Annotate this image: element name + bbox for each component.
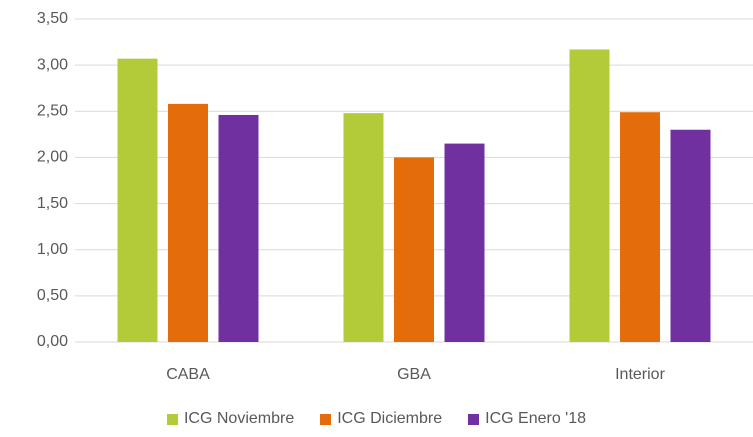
- bar: [343, 113, 384, 342]
- legend-label: ICG Enero '18: [485, 410, 587, 427]
- legend: ICG Noviembre ICG Diciembre ICG Enero '18: [0, 410, 753, 428]
- y-tick-label: 3,00: [37, 56, 68, 73]
- bar: [218, 114, 259, 342]
- bar: [569, 49, 610, 342]
- x-tick-label: CABA: [166, 366, 210, 383]
- legend-label: ICG Noviembre: [183, 410, 295, 427]
- legend-item: ICG Enero '18: [468, 410, 586, 428]
- bar: [117, 58, 158, 342]
- x-tick-label: Interior: [615, 366, 665, 383]
- legend-item: ICG Diciembre: [320, 410, 442, 428]
- legend-swatch: [468, 413, 480, 425]
- legend-swatch: [166, 413, 178, 425]
- bar: [394, 157, 434, 342]
- y-tick-label: 1,50: [37, 195, 68, 212]
- legend-label: ICG Diciembre: [337, 410, 443, 427]
- chart: 0,00 0,50 1,00 1,50 2,00 2,50 3,00 3,50 CABA GBA I…: [37, 10, 753, 383]
- bar: [168, 103, 208, 342]
- bar: [670, 129, 711, 342]
- legend-item: ICG Noviembre: [166, 410, 295, 428]
- y-tick-label: 2,50: [37, 103, 68, 120]
- legend-swatch: [320, 413, 332, 425]
- y-tick-label: 0,50: [37, 287, 68, 304]
- y-tick-label: 1,00: [37, 241, 68, 258]
- y-tick-label: 0,00: [37, 333, 68, 350]
- bar: [444, 143, 485, 342]
- y-tick-label: 3,50: [37, 10, 68, 27]
- bar: [620, 112, 660, 342]
- y-tick-label: 2,00: [37, 149, 68, 166]
- x-tick-label: GBA: [397, 366, 431, 383]
